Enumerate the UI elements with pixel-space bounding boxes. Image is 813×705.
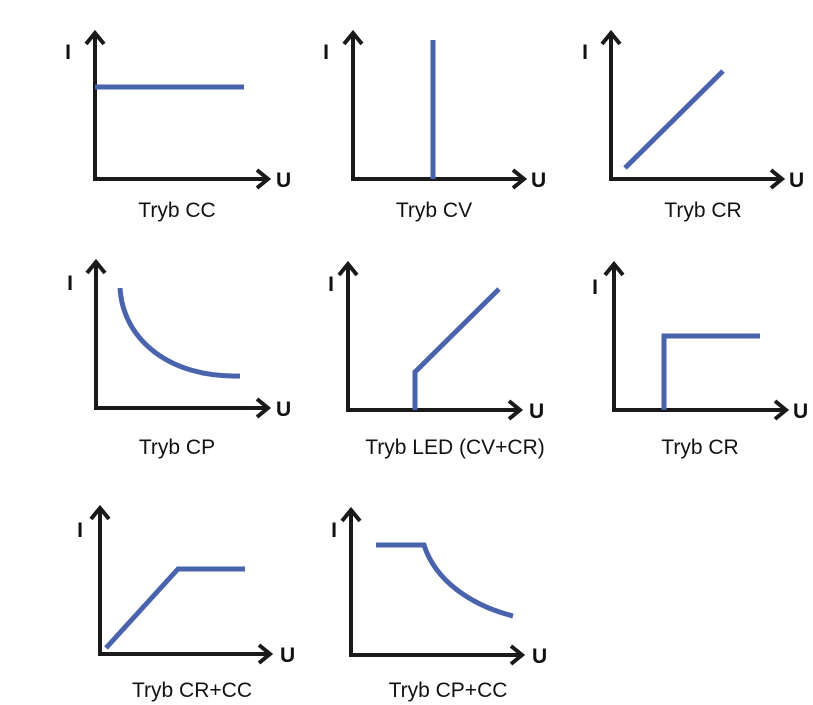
x-axis-arrow bbox=[255, 168, 272, 190]
y-axis-arrow bbox=[337, 260, 359, 277]
panel-title: Tryb CR bbox=[661, 436, 738, 459]
panel-led: I U Tryb LED (CV+CR) bbox=[328, 260, 545, 459]
y-axis-arrow bbox=[600, 29, 622, 46]
x-axis-label: U bbox=[280, 644, 295, 667]
y-axis-label: I bbox=[582, 41, 588, 64]
x-axis-arrow bbox=[255, 397, 272, 419]
x-axis-arrow bbox=[507, 399, 524, 421]
y-axis-arrow bbox=[603, 260, 625, 277]
y-axis-label: I bbox=[328, 273, 334, 296]
axes bbox=[349, 512, 520, 657]
x-axis-label: U bbox=[793, 400, 808, 423]
y-axis-label: I bbox=[323, 41, 329, 64]
curve-cr-plus-cc bbox=[104, 566, 245, 650]
panel-title: Tryb LED (CV+CR) bbox=[365, 436, 545, 459]
x-axis-arrow bbox=[257, 643, 274, 665]
y-axis-arrow bbox=[89, 504, 111, 521]
axes bbox=[351, 35, 522, 181]
panel-cc: I U Tryb CC bbox=[65, 29, 291, 222]
panel-title: Tryb CR bbox=[664, 199, 741, 222]
y-axis-label: I bbox=[65, 41, 71, 64]
y-axis-label: I bbox=[592, 276, 598, 299]
axes bbox=[98, 510, 268, 656]
y-axis-arrow bbox=[340, 506, 362, 523]
x-axis-arrow bbox=[509, 644, 526, 666]
x-axis-label: U bbox=[532, 645, 547, 668]
x-axis-arrow bbox=[773, 399, 790, 421]
x-axis-arrow bbox=[511, 168, 528, 190]
panel-cp: I U Tryb CP bbox=[67, 258, 291, 459]
x-axis-label: U bbox=[531, 169, 546, 192]
axes bbox=[612, 266, 784, 412]
x-axis-label: U bbox=[789, 169, 804, 192]
panel-title: Tryb CV bbox=[396, 199, 472, 222]
panel-cpcc: I U Tryb CP+CC bbox=[331, 506, 547, 702]
curve-constant-resistance bbox=[623, 69, 725, 170]
axes bbox=[94, 264, 266, 410]
x-axis-label: U bbox=[276, 398, 291, 421]
panel-crcc: I U Tryb CR+CC bbox=[77, 504, 295, 702]
y-axis-arrow bbox=[342, 29, 364, 46]
y-axis-arrow bbox=[85, 258, 107, 275]
panel-cr2: I U Tryb CR bbox=[592, 260, 808, 459]
x-axis-label: U bbox=[276, 169, 291, 192]
panel-title: Tryb CC bbox=[138, 199, 215, 222]
panel-cv: I U Tryb CV bbox=[323, 29, 546, 222]
y-axis-label: I bbox=[67, 272, 73, 295]
curve-cp-plus-cc bbox=[376, 542, 514, 619]
panel-cr1: I U Tryb CR bbox=[582, 29, 804, 222]
axes bbox=[609, 35, 780, 181]
panel-title: Tryb CP bbox=[139, 436, 215, 459]
axes bbox=[93, 35, 266, 181]
y-axis-label: I bbox=[331, 519, 337, 542]
panel-title: Tryb CP+CC bbox=[389, 679, 508, 702]
y-axis-arrow bbox=[84, 29, 106, 46]
axes bbox=[346, 266, 518, 412]
curve-step bbox=[661, 333, 760, 410]
x-axis-label: U bbox=[529, 400, 544, 423]
x-axis-arrow bbox=[769, 168, 786, 190]
curve-led-cv-cr bbox=[412, 287, 501, 410]
panel-title: Tryb CR+CC bbox=[132, 679, 252, 702]
y-axis-label: I bbox=[77, 519, 83, 542]
curve-constant-power bbox=[117, 287, 241, 379]
